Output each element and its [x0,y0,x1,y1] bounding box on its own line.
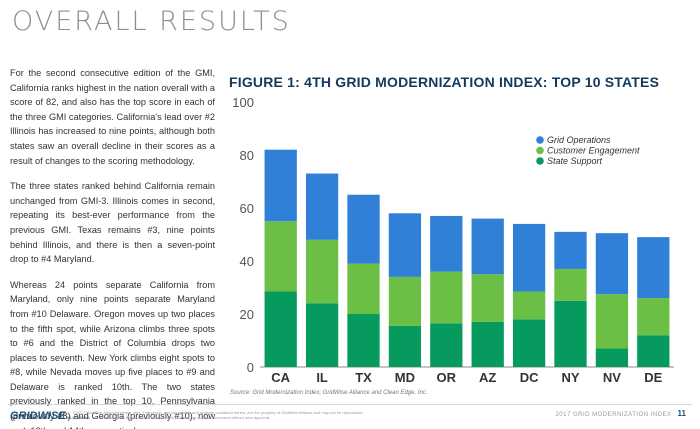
paragraph: Whereas 24 points separate California fr… [10,279,215,429]
bar-segment [512,319,546,367]
bar-segment [637,298,670,336]
report-label: 2017 GRID MODERNIZATION INDEX [555,412,672,418]
page-title: OVERALL RESULTS [12,6,291,37]
logo-wordmark: GRIDWISE [10,410,66,422]
y-tick-label: 0 [247,360,254,375]
page-number: 11 [677,409,686,418]
bar-segment [430,323,463,367]
legend-label: State Support [547,156,603,166]
x-tick-label: CA [271,370,290,384]
y-tick-label: 40 [240,254,254,269]
bar-segment [347,263,380,314]
bar-segment [305,239,339,304]
bar-segment [637,237,670,299]
gridwise-logo: GRIDWISEALLIANCE [10,410,90,422]
bar-segment [430,215,463,272]
bar-segment [512,223,546,292]
bar-segment [595,294,629,349]
x-tick-label: MD [395,370,415,384]
bar-segment [264,291,297,367]
bar-segment [595,233,629,295]
x-tick-label: OR [437,370,457,384]
bar-segment [388,325,422,367]
bar-segment [430,271,463,324]
bar-segment [305,303,339,367]
figure-title: FIGURE 1: 4TH GRID MODERNIZATION INDEX: … [229,74,660,90]
legend-marker [536,157,544,165]
logo-subtext: ALLIANCE [66,415,90,420]
y-tick-label: 100 [232,95,254,110]
footer-right: 2017 GRID MODERNIZATION INDEX 11 [555,409,686,418]
bar-segment [471,274,504,322]
bar-segment [471,321,504,367]
bar-segment [264,149,297,222]
bar-segment [512,291,546,320]
bar-segment [388,276,422,326]
x-tick-label: NV [603,370,621,384]
bar-segment [471,218,504,275]
chart-source: Source: Grid Modernization Index, GridWi… [230,390,428,396]
footer-divider [8,404,692,405]
bar-segment [554,300,587,367]
bar-segment [347,194,380,264]
legend-label: Grid Operations [547,135,611,145]
stacked-bar-chart: 0 20 40 60 80 100 CA IL TX MD OR AZ DC NY NV DE Grid Ope… [232,95,674,384]
legend-marker [536,136,544,144]
bar-segment [305,173,339,240]
bar-segment [637,335,670,367]
body-text: For the second consecutive edition of th… [10,66,215,429]
y-tick-label: 20 [240,307,254,322]
x-tick-label: NY [561,370,579,384]
legend-label: Customer Engagement [547,146,640,156]
bar-segment [388,213,422,277]
bar-segment [347,314,380,367]
paragraph: The three states ranked behind Californi… [10,181,215,265]
x-tick-label: DE [644,370,662,384]
x-tick-label: AZ [479,370,496,384]
x-tick-label: IL [316,370,328,384]
y-tick-label: 60 [240,201,254,216]
bar-segment [554,268,587,301]
legend-marker [536,146,544,155]
paragraph: For the second consecutive edition of th… [10,68,215,166]
x-tick-label: TX [355,370,372,384]
bar-segment [595,348,629,367]
legal-notice: ©2017 GridWise Alliance (please cite). T… [73,410,364,420]
x-tick-label: DC [520,370,539,384]
y-tick-label: 80 [240,148,254,163]
bar-segment [264,221,297,292]
bar-segment [554,231,587,269]
